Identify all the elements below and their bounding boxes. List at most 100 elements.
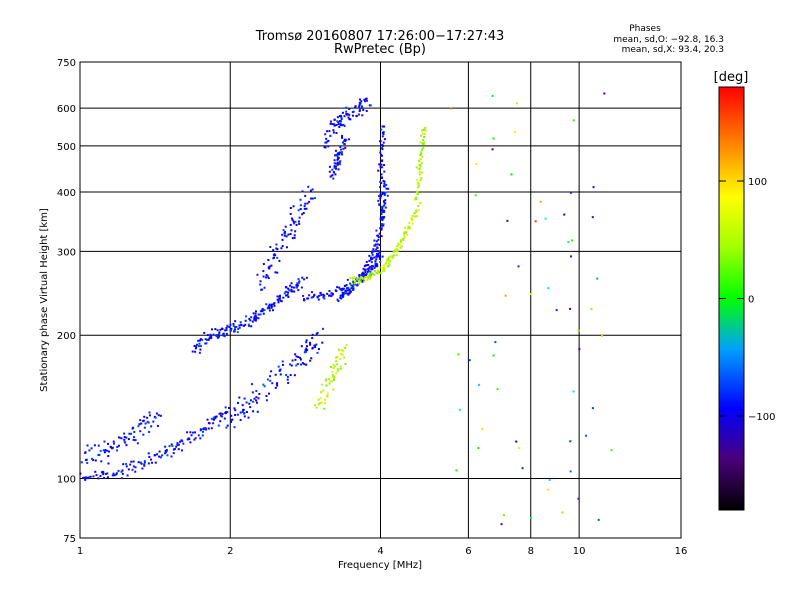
- echo-point: [305, 347, 308, 350]
- echo-point: [337, 168, 340, 171]
- echo-point: [590, 308, 593, 311]
- echo-point: [336, 163, 339, 166]
- echo-point: [343, 125, 346, 128]
- echo-point: [591, 216, 594, 219]
- echo-point: [244, 319, 247, 322]
- echo-point: [272, 303, 275, 306]
- echo-point: [383, 266, 386, 269]
- echo-point: [112, 440, 115, 443]
- echo-point: [341, 353, 344, 356]
- echo-point: [362, 108, 365, 111]
- echo-point: [351, 276, 354, 279]
- echo-point: [193, 438, 196, 441]
- echo-point: [331, 123, 334, 126]
- echo-point: [382, 141, 385, 144]
- echo-point: [578, 347, 581, 350]
- echo-point: [248, 402, 251, 405]
- echo-point: [290, 290, 293, 293]
- echo-point: [283, 232, 286, 235]
- echo-point: [274, 386, 277, 389]
- echo-point: [311, 197, 314, 200]
- echo-point: [307, 185, 310, 188]
- echo-point: [234, 409, 237, 412]
- echo-point: [269, 245, 272, 248]
- echo-point: [97, 454, 100, 457]
- echo-point: [384, 202, 387, 205]
- echo-point: [276, 295, 279, 298]
- echo-point: [382, 264, 385, 267]
- echo-point: [103, 451, 106, 454]
- echo-point: [325, 379, 328, 382]
- echo-point: [267, 306, 270, 309]
- echo-point: [376, 243, 379, 246]
- echo-point: [344, 289, 347, 292]
- echo-point: [306, 202, 309, 205]
- echo-points: [79, 92, 613, 526]
- echo-point: [416, 215, 419, 218]
- echo-point: [393, 249, 396, 252]
- echo-point: [379, 193, 382, 196]
- echo-point: [295, 286, 298, 289]
- echo-point: [603, 92, 606, 95]
- echo-point: [274, 373, 277, 376]
- echo-point: [259, 280, 262, 283]
- echo-point: [313, 404, 316, 407]
- echo-point: [289, 284, 292, 287]
- echo-point: [548, 478, 551, 481]
- echo-point: [117, 469, 120, 472]
- echo-point: [403, 236, 406, 239]
- echo-point: [293, 236, 296, 239]
- echo-point: [341, 295, 344, 298]
- echo-point: [319, 397, 322, 400]
- y-tick-label: 400: [57, 188, 76, 199]
- echo-point: [225, 329, 228, 332]
- echo-point: [334, 165, 337, 168]
- echo-point: [380, 210, 383, 213]
- echo-point: [230, 421, 233, 424]
- echo-point: [326, 395, 329, 398]
- echo-point: [331, 168, 334, 171]
- echo-point: [191, 350, 194, 353]
- echo-point: [339, 114, 342, 117]
- echo-point: [277, 295, 280, 298]
- echo-point: [262, 383, 265, 386]
- echo-point: [306, 297, 309, 300]
- echo-point: [199, 348, 202, 351]
- echo-point: [210, 427, 213, 430]
- echo-point: [379, 260, 382, 263]
- echo-point: [378, 163, 381, 166]
- echo-point: [195, 343, 198, 346]
- echo-point: [289, 206, 292, 209]
- echo-point: [224, 406, 227, 409]
- echo-point: [124, 441, 127, 444]
- echo-point: [203, 427, 206, 430]
- echo-point: [220, 415, 223, 418]
- echo-point: [359, 98, 362, 101]
- echo-point: [383, 204, 386, 207]
- echo-point: [142, 419, 145, 422]
- echo-point: [274, 271, 277, 274]
- echo-point: [388, 256, 391, 259]
- echo-point: [281, 245, 284, 248]
- echo-point: [357, 282, 360, 285]
- echo-point: [365, 109, 368, 112]
- echo-point: [290, 288, 293, 291]
- echo-point: [232, 323, 235, 326]
- echo-point: [82, 476, 85, 479]
- echo-point: [380, 235, 383, 238]
- echo-point: [251, 391, 254, 394]
- x-tick-label: 16: [675, 546, 688, 557]
- echo-point: [257, 317, 260, 320]
- echo-point: [148, 455, 151, 458]
- echo-point: [210, 417, 213, 420]
- echo-point: [303, 363, 306, 366]
- echo-point: [91, 457, 94, 460]
- echo-point: [219, 420, 222, 423]
- echo-point: [154, 416, 157, 419]
- echo-point: [338, 286, 341, 289]
- echo-point: [143, 464, 146, 467]
- echo-point: [339, 357, 342, 360]
- echo-point: [140, 462, 143, 465]
- echo-point: [381, 146, 384, 149]
- echo-point: [128, 432, 131, 435]
